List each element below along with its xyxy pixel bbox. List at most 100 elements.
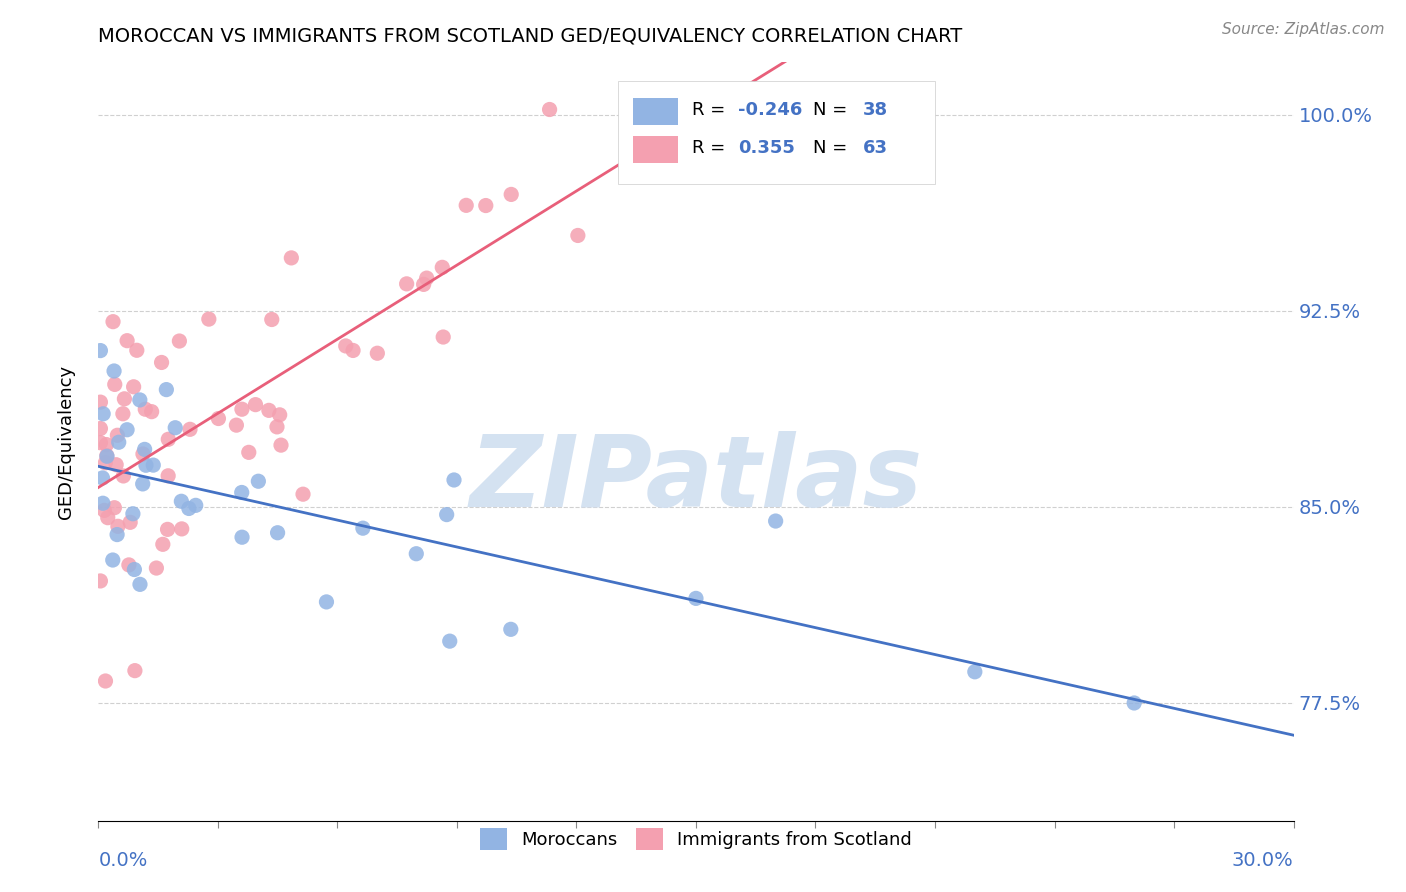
- Point: [134, 402, 156, 417]
- Point: [111, 407, 134, 421]
- Point: [231, 402, 253, 417]
- Point: [145, 561, 167, 575]
- Text: MOROCCAN VS IMMIGRANTS FROM SCOTLAND GED/EQUIVALENCY CORRELATION CHART: MOROCCAN VS IMMIGRANTS FROM SCOTLAND GED…: [98, 27, 963, 45]
- Point: [352, 521, 374, 535]
- Point: [231, 485, 253, 500]
- Point: [238, 445, 260, 459]
- Point: [475, 198, 498, 212]
- Point: [443, 473, 465, 487]
- Point: [266, 420, 288, 434]
- Point: [122, 507, 145, 521]
- Text: N =: N =: [813, 139, 853, 157]
- Point: [266, 525, 288, 540]
- Point: [157, 432, 180, 446]
- Point: [439, 634, 461, 648]
- Point: [107, 519, 129, 533]
- Point: [93, 503, 115, 517]
- Point: [567, 228, 589, 243]
- Point: [115, 423, 138, 437]
- Point: [432, 260, 454, 275]
- Text: 63: 63: [863, 139, 889, 157]
- FancyBboxPatch shape: [633, 136, 678, 163]
- Point: [432, 330, 454, 344]
- Point: [170, 522, 193, 536]
- Point: [198, 312, 221, 326]
- Point: [225, 418, 247, 433]
- Point: [415, 271, 437, 285]
- Point: [765, 514, 787, 528]
- Point: [96, 437, 118, 451]
- Point: [405, 547, 427, 561]
- Text: 38: 38: [863, 101, 889, 120]
- Point: [501, 187, 523, 202]
- Text: 30.0%: 30.0%: [1232, 851, 1294, 871]
- Point: [101, 315, 124, 329]
- Point: [124, 664, 146, 678]
- Point: [179, 422, 201, 436]
- Point: [169, 334, 191, 348]
- Point: [135, 458, 157, 473]
- Point: [89, 574, 111, 588]
- Point: [105, 428, 128, 442]
- Text: Source: ZipAtlas.com: Source: ZipAtlas.com: [1222, 22, 1385, 37]
- Point: [105, 458, 128, 472]
- Point: [280, 251, 302, 265]
- Text: 0.0%: 0.0%: [98, 851, 148, 871]
- Point: [103, 364, 125, 378]
- Text: R =: R =: [692, 101, 731, 120]
- Point: [156, 522, 179, 536]
- Point: [128, 392, 150, 407]
- Point: [96, 449, 118, 463]
- Point: [101, 553, 124, 567]
- Point: [292, 487, 315, 501]
- Point: [107, 435, 129, 450]
- Point: [207, 411, 229, 425]
- Point: [152, 537, 174, 551]
- Point: [91, 407, 114, 421]
- Legend: Moroccans, Immigrants from Scotland: Moroccans, Immigrants from Scotland: [472, 821, 920, 857]
- Text: -0.246: -0.246: [738, 101, 803, 120]
- Point: [412, 277, 434, 292]
- Point: [315, 595, 337, 609]
- Point: [103, 500, 125, 515]
- Point: [89, 343, 111, 358]
- Point: [165, 421, 187, 435]
- Point: [150, 355, 173, 369]
- Point: [89, 421, 111, 435]
- Point: [184, 499, 207, 513]
- Point: [685, 591, 707, 606]
- Text: R =: R =: [692, 139, 731, 157]
- FancyBboxPatch shape: [633, 98, 678, 126]
- Point: [170, 494, 193, 508]
- Point: [366, 346, 388, 360]
- Point: [124, 562, 146, 576]
- Point: [125, 343, 148, 358]
- Text: N =: N =: [813, 101, 853, 120]
- Point: [122, 380, 145, 394]
- Point: [120, 516, 142, 530]
- Point: [247, 475, 270, 489]
- Point: [118, 558, 141, 572]
- Point: [157, 468, 180, 483]
- Point: [963, 665, 986, 679]
- Point: [89, 395, 111, 409]
- Point: [94, 456, 117, 470]
- Point: [112, 469, 135, 483]
- Point: [177, 501, 200, 516]
- Point: [257, 403, 280, 417]
- Point: [269, 408, 291, 422]
- Point: [260, 312, 283, 326]
- FancyBboxPatch shape: [619, 81, 935, 184]
- Point: [342, 343, 364, 358]
- Point: [231, 530, 253, 544]
- Point: [155, 383, 177, 397]
- Point: [131, 476, 153, 491]
- Text: ZIPatlas: ZIPatlas: [470, 431, 922, 528]
- Point: [134, 442, 156, 457]
- Point: [538, 103, 561, 117]
- Point: [112, 392, 135, 406]
- Point: [395, 277, 418, 291]
- Point: [132, 447, 155, 461]
- Point: [129, 577, 152, 591]
- Point: [456, 198, 478, 212]
